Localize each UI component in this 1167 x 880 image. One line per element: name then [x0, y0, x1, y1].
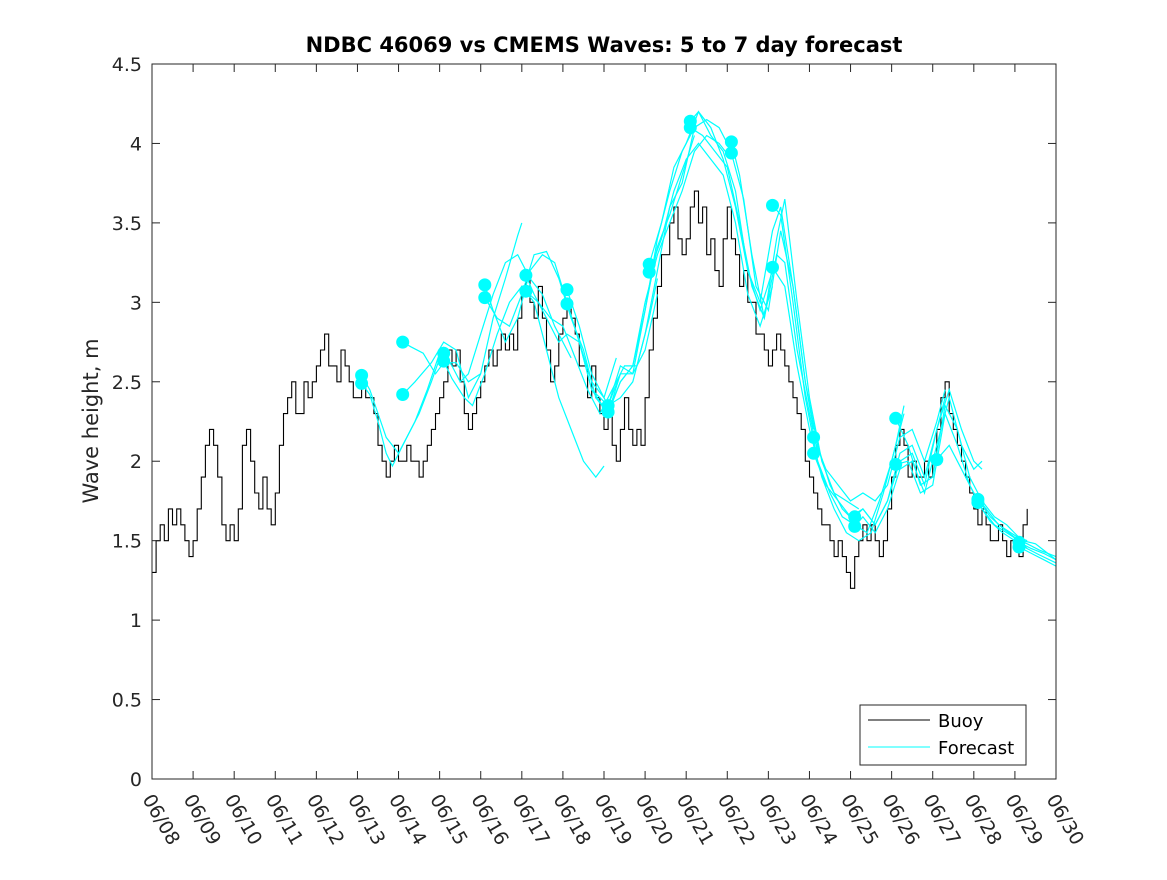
y-tick-label: 0.5: [112, 690, 142, 712]
y-tick-label: 2.5: [112, 372, 142, 394]
forecast-run-line: [361, 353, 441, 468]
forecast-start-marker: [642, 265, 656, 279]
y-tick-label: 4.5: [112, 54, 142, 76]
y-axis-ticks: 0 0.5 1 1.5 2 2.5 3 3.5 4 4.5: [112, 54, 1056, 791]
forecast-start-marker: [519, 268, 533, 282]
forecast-run-line: [443, 253, 572, 383]
forecast-start-marker: [478, 291, 492, 305]
forecast-start-marker: [724, 135, 738, 149]
y-axis-label: Wave height, m: [79, 338, 103, 503]
forecast-start-marker: [560, 283, 574, 297]
forecast-start-marker: [766, 198, 779, 212]
forecast-start-marker: [724, 146, 738, 160]
legend: Buoy Forecast: [859, 704, 1027, 766]
forecast-run-line: [402, 341, 482, 383]
forecast-start-marker: [807, 430, 821, 444]
forecast-run-line: [771, 267, 905, 542]
forecast-run-line: [648, 142, 774, 329]
forecast-start-marker: [971, 496, 985, 509]
y-tick-label: 2: [130, 451, 142, 473]
forecast-start-marker: [560, 297, 574, 311]
forecast-run-line: [895, 411, 1028, 550]
forecast-start-marker: [683, 121, 697, 135]
forecast-run-line: [689, 127, 819, 454]
y-tick-label: 0: [130, 769, 142, 791]
forecast-run-line: [1018, 546, 1057, 567]
forecast-run-line: [730, 152, 856, 523]
forecast-start-marker: [355, 376, 369, 390]
legend-forecast-label: Forecast: [938, 738, 1014, 759]
forecast-start-marker: [848, 519, 862, 533]
forecast-start-marker: [396, 335, 410, 349]
forecast-start-marker: [437, 354, 451, 368]
forecast-run-line: [895, 403, 1028, 542]
legend-box: [859, 704, 1027, 766]
forecast-run-line: [566, 127, 695, 407]
forecast-start-marker: [1012, 540, 1026, 554]
forecast-run-line: [854, 387, 983, 526]
forecast-marker-layer: [355, 114, 1026, 554]
forecast-start-marker: [478, 278, 492, 292]
forecast-start-marker: [807, 446, 821, 460]
y-tick-label: 3.5: [112, 213, 142, 235]
forecast-run-line: [607, 134, 732, 413]
y-tick-label: 4: [130, 133, 142, 155]
forecast-start-marker: [396, 388, 410, 401]
forecast-run-line: [402, 222, 523, 400]
forecast-start-marker: [601, 405, 615, 419]
forecast-start-marker: [889, 411, 903, 425]
forecast-start-marker: [930, 453, 944, 467]
forecast-run-line: [813, 389, 946, 502]
y-tick-label: 1: [130, 610, 142, 632]
y-tick-label: 1.5: [112, 531, 142, 553]
forecast-run-line: [772, 205, 905, 534]
forecast-start-marker: [519, 284, 533, 298]
forecast-start-marker: [766, 260, 779, 274]
forecast-start-marker: [889, 457, 903, 471]
forecast-run-line: [484, 250, 621, 415]
chart-title: NDBC 46069 vs CMEMS Waves: 5 to 7 day fo…: [306, 33, 903, 57]
y-tick-label: 3: [130, 292, 142, 314]
legend-buoy-label: Buoy: [938, 711, 984, 732]
forecast-run-line: [484, 253, 617, 399]
forecast-start-marker: [848, 510, 862, 524]
